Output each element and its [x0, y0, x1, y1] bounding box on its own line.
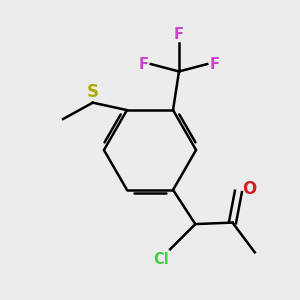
Text: O: O: [242, 180, 256, 198]
Text: F: F: [174, 27, 184, 42]
Text: S: S: [87, 83, 99, 101]
Text: F: F: [210, 56, 220, 71]
Text: F: F: [138, 56, 148, 71]
Text: Cl: Cl: [153, 252, 169, 267]
